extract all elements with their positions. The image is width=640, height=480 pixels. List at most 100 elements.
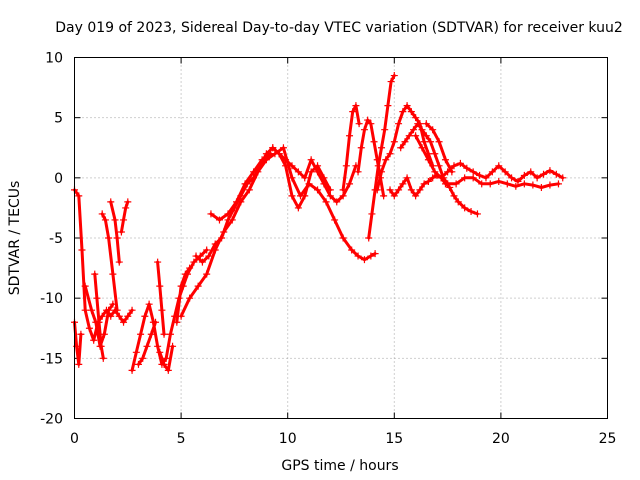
data-point bbox=[357, 144, 365, 152]
data-point bbox=[508, 174, 516, 182]
data-point bbox=[373, 186, 381, 194]
data-point bbox=[162, 354, 170, 362]
data-point bbox=[275, 150, 283, 158]
data-point bbox=[501, 168, 509, 176]
data-point bbox=[374, 162, 382, 170]
data-point bbox=[282, 162, 290, 170]
series-arc-17 bbox=[339, 102, 363, 194]
data-point bbox=[294, 168, 302, 176]
data-point bbox=[454, 198, 462, 206]
data-point bbox=[166, 330, 174, 338]
data-point bbox=[160, 330, 168, 338]
x-tick-label: 15 bbox=[385, 431, 403, 447]
data-point bbox=[382, 156, 390, 164]
data-point bbox=[537, 183, 545, 191]
data-point bbox=[154, 342, 162, 350]
series-arc-22 bbox=[397, 120, 452, 188]
x-tick-label: 10 bbox=[279, 431, 297, 447]
data-point bbox=[437, 174, 445, 182]
data-point bbox=[429, 126, 437, 134]
series-arc-19 bbox=[365, 72, 398, 242]
data-point bbox=[160, 360, 168, 368]
data-point bbox=[403, 102, 411, 110]
data-point bbox=[514, 177, 522, 185]
data-point bbox=[81, 282, 89, 290]
data-point bbox=[469, 168, 477, 176]
data-point bbox=[352, 102, 360, 110]
data-point bbox=[93, 294, 101, 302]
data-point bbox=[101, 216, 109, 224]
data-point bbox=[401, 138, 409, 146]
data-point bbox=[448, 168, 456, 176]
x-tick-label: 25 bbox=[599, 431, 617, 447]
data-point bbox=[134, 360, 142, 368]
data-point bbox=[486, 180, 494, 188]
y-tick-label: 0 bbox=[54, 171, 63, 187]
data-point bbox=[173, 318, 181, 326]
data-point bbox=[559, 174, 567, 182]
series-arc-8 bbox=[128, 246, 211, 374]
data-point bbox=[81, 306, 89, 314]
series-trace bbox=[175, 266, 192, 324]
data-point bbox=[141, 312, 149, 320]
data-point bbox=[288, 192, 296, 200]
data-point bbox=[322, 198, 330, 206]
data-point bbox=[450, 192, 458, 200]
data-point bbox=[113, 306, 121, 314]
series-arc-6 bbox=[117, 198, 132, 236]
y-tick-label: -15 bbox=[40, 351, 63, 367]
data-point bbox=[224, 216, 232, 224]
data-point bbox=[99, 354, 107, 362]
data-series bbox=[71, 72, 567, 374]
data-point bbox=[139, 354, 147, 362]
series-arc-2 bbox=[71, 318, 85, 368]
data-point bbox=[186, 264, 194, 272]
data-point bbox=[371, 250, 379, 258]
plot-frame bbox=[74, 57, 608, 419]
data-point bbox=[365, 234, 373, 242]
data-point bbox=[198, 258, 206, 266]
data-point bbox=[370, 138, 378, 146]
data-point bbox=[435, 162, 443, 170]
data-point bbox=[444, 180, 452, 188]
data-point bbox=[156, 348, 164, 356]
data-point bbox=[152, 318, 160, 326]
data-point bbox=[124, 312, 132, 320]
data-point bbox=[527, 168, 535, 176]
data-point bbox=[390, 72, 398, 80]
data-point bbox=[495, 177, 503, 185]
series-arc-5 bbox=[107, 198, 123, 266]
data-point bbox=[98, 210, 106, 218]
data-point bbox=[147, 330, 155, 338]
data-point bbox=[461, 174, 469, 182]
data-point bbox=[215, 216, 223, 224]
series-arc-15 bbox=[207, 150, 275, 224]
data-point bbox=[354, 252, 362, 260]
data-point bbox=[307, 156, 315, 164]
series-arc-12 bbox=[173, 264, 194, 326]
data-point bbox=[418, 126, 426, 134]
data-point bbox=[380, 192, 388, 200]
data-point bbox=[115, 258, 123, 266]
data-point bbox=[331, 216, 339, 224]
data-point bbox=[339, 186, 347, 194]
data-point bbox=[124, 198, 132, 206]
data-point bbox=[386, 186, 394, 194]
data-point bbox=[503, 180, 511, 188]
data-point bbox=[307, 168, 315, 176]
y-tick-label: -10 bbox=[40, 291, 63, 307]
data-point bbox=[456, 159, 464, 167]
series-arc-23 bbox=[412, 132, 567, 185]
data-point bbox=[431, 150, 439, 158]
data-point bbox=[91, 270, 99, 278]
series-arc-7 bbox=[91, 270, 107, 362]
data-point bbox=[381, 126, 389, 134]
data-point bbox=[368, 210, 376, 218]
data-point bbox=[115, 312, 123, 320]
data-point bbox=[88, 306, 96, 314]
data-point bbox=[282, 156, 290, 164]
data-point bbox=[452, 180, 460, 188]
data-point bbox=[145, 300, 153, 308]
series-trace bbox=[109, 200, 121, 264]
